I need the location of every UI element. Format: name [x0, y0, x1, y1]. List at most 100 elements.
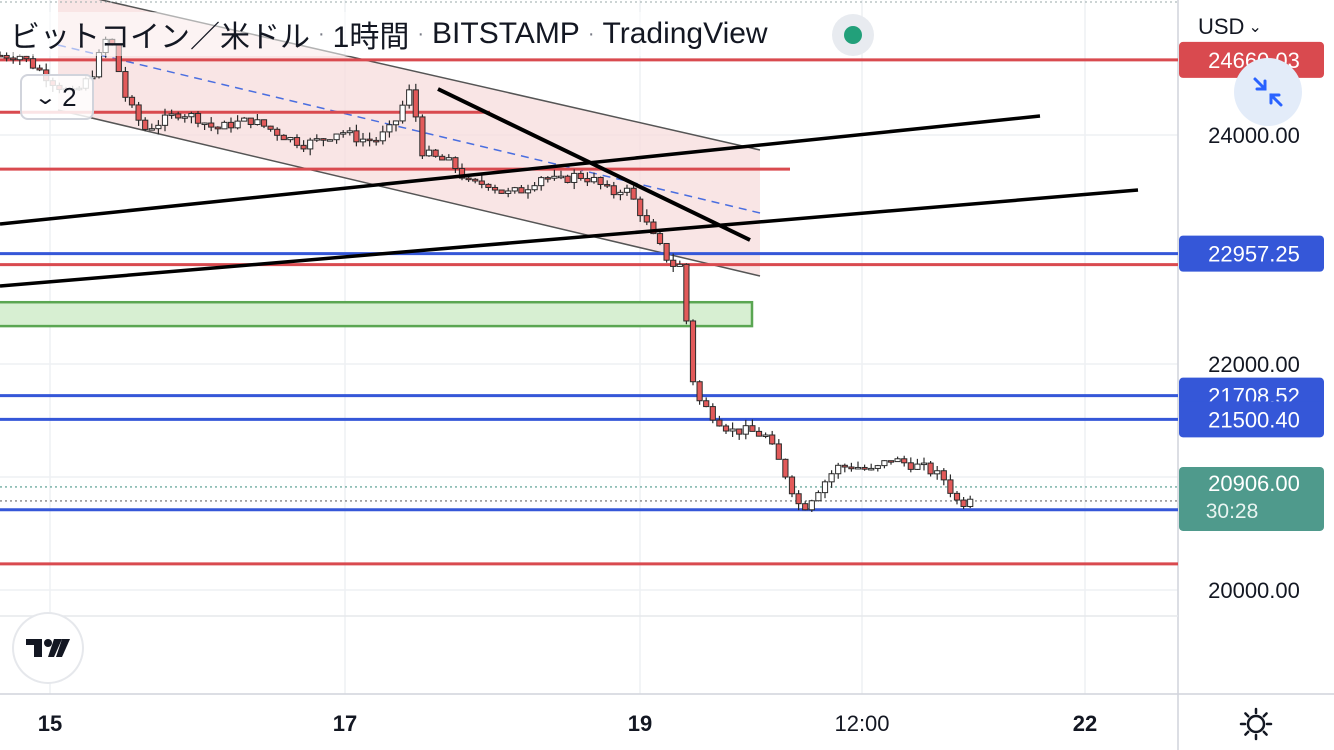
- candle-body: [676, 263, 683, 267]
- candle-body: [3, 54, 10, 59]
- candle-body: [399, 104, 406, 122]
- trend-line: [0, 188, 1139, 288]
- countdown-timer: 30:28: [1206, 500, 1259, 523]
- candle-body: [874, 465, 881, 469]
- candle-body: [346, 130, 353, 134]
- candle-body: [472, 178, 479, 182]
- candle-body: [617, 191, 624, 196]
- price-label: 22957.25: [1208, 242, 1300, 267]
- candle-body: [881, 460, 888, 467]
- candle-body: [214, 126, 221, 130]
- currency-label: USD: [1198, 14, 1245, 39]
- candle-body: [604, 184, 611, 187]
- candle-body: [293, 137, 301, 146]
- candle-body: [208, 122, 215, 128]
- candle-body: [709, 406, 716, 421]
- candle-body: [637, 198, 644, 217]
- x-tick-label: 19: [628, 711, 652, 736]
- candle-body: [551, 175, 558, 179]
- candle-body: [135, 104, 142, 121]
- candle-body: [868, 467, 875, 471]
- candle-body: [392, 120, 400, 126]
- candle-body: [274, 128, 281, 136]
- candle-body: [386, 124, 393, 133]
- candle-body: [683, 263, 690, 322]
- chevron-down-icon: ⌄: [34, 86, 58, 109]
- candle-body: [254, 119, 261, 126]
- candle-body: [260, 119, 268, 127]
- candle-body: [95, 52, 103, 78]
- candle-body: [300, 144, 307, 150]
- candle-body: [571, 172, 578, 183]
- candle-body: [505, 190, 512, 194]
- interval-label[interactable]: 1時間: [332, 21, 410, 54]
- candle-body: [247, 117, 254, 126]
- candle-body: [564, 175, 571, 183]
- candle-body: [729, 428, 736, 432]
- candle-body: [656, 233, 664, 244]
- candle-body: [531, 185, 538, 191]
- trend-line: [437, 87, 751, 242]
- candle-body: [538, 177, 545, 187]
- symbol-name[interactable]: ビットコイン／米ドル: [10, 21, 310, 54]
- candle-body: [498, 189, 505, 194]
- candle-body: [630, 187, 637, 200]
- candle-body: [947, 479, 954, 494]
- candle-body: [907, 462, 914, 470]
- indicator-count: 2: [62, 81, 77, 112]
- candle-body: [967, 498, 974, 507]
- trend-line: [0, 114, 1041, 226]
- support-zone: [0, 300, 754, 328]
- collapse-arrows-icon: [1253, 77, 1283, 107]
- candle-body: [432, 149, 439, 157]
- candle-body: [584, 177, 591, 183]
- candle-body: [161, 114, 169, 126]
- candle-body: [755, 430, 763, 437]
- header-separator: ·: [587, 22, 595, 45]
- collapse-fullscreen-button[interactable]: [1234, 58, 1302, 126]
- candle-body: [511, 187, 518, 192]
- candle-body: [148, 128, 155, 131]
- candle-body: [478, 180, 485, 185]
- market-status-icon[interactable]: [832, 14, 874, 56]
- candle-body: [326, 139, 334, 142]
- candle-body: [128, 96, 136, 106]
- candle-body: [828, 473, 835, 483]
- candle-body: [670, 259, 677, 267]
- candle-body: [835, 464, 842, 475]
- candle-body: [841, 464, 848, 468]
- candle-body: [359, 138, 367, 143]
- y-tick-label: 22000.00: [1208, 352, 1300, 377]
- candle-body: [788, 476, 796, 495]
- candle-body: [280, 134, 287, 141]
- candle-body: [901, 458, 908, 464]
- candle-body: [10, 57, 17, 61]
- tradingview-logo[interactable]: [14, 614, 82, 682]
- candle-body: [23, 55, 30, 60]
- candle-body: [491, 186, 499, 191]
- y-tick-label: 24000.00: [1208, 123, 1300, 148]
- candle-body: [544, 177, 551, 180]
- price-channel: [58, 0, 760, 276]
- candle-body: [168, 113, 175, 116]
- candle-body: [194, 113, 202, 124]
- candle-body: [650, 221, 657, 235]
- candle-body: [373, 139, 380, 143]
- candle-body: [287, 137, 294, 141]
- candle-body: [333, 133, 340, 141]
- candle-body: [122, 71, 129, 98]
- candle-body: [366, 138, 373, 142]
- candle-body: [307, 139, 314, 150]
- candle-body: [201, 122, 208, 126]
- candle-body: [782, 458, 789, 478]
- candle-body: [815, 492, 822, 502]
- settings-gear-icon[interactable]: [1238, 706, 1274, 742]
- candle-body: [610, 185, 617, 196]
- indicator-toggle-button[interactable]: ⌄ 2: [20, 74, 94, 120]
- header-separator: ·: [417, 22, 425, 45]
- candle-body: [808, 500, 815, 511]
- currency-selector[interactable]: USD ⌄: [1198, 14, 1262, 40]
- candle-body: [234, 120, 241, 129]
